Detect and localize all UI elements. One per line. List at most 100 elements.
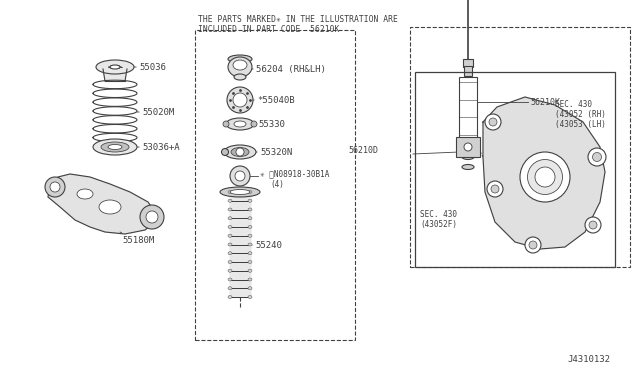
Text: 55330: 55330 <box>254 119 285 128</box>
Text: 56204 (RH&LH): 56204 (RH&LH) <box>252 64 326 74</box>
Ellipse shape <box>223 121 229 127</box>
Text: J4310132: J4310132 <box>567 355 610 364</box>
Bar <box>415 72 615 267</box>
Text: *55040B: *55040B <box>253 96 294 105</box>
Ellipse shape <box>233 60 247 70</box>
Ellipse shape <box>228 55 252 63</box>
Circle shape <box>235 171 245 181</box>
Ellipse shape <box>251 121 257 127</box>
Ellipse shape <box>228 199 232 202</box>
Ellipse shape <box>99 200 121 214</box>
Ellipse shape <box>248 243 252 246</box>
Text: 55180M: 55180M <box>120 232 154 244</box>
Ellipse shape <box>248 217 252 220</box>
Text: 55036: 55036 <box>134 62 166 71</box>
Ellipse shape <box>101 142 129 152</box>
Ellipse shape <box>228 57 252 77</box>
Circle shape <box>50 182 60 192</box>
Text: 53036+A: 53036+A <box>137 142 180 151</box>
Text: (43052 (RH): (43052 (RH) <box>555 110 606 119</box>
Ellipse shape <box>228 208 232 211</box>
Bar <box>463 59 473 67</box>
Ellipse shape <box>464 143 472 151</box>
Bar <box>459 77 477 157</box>
Ellipse shape <box>228 225 232 228</box>
Bar <box>456 137 480 157</box>
Circle shape <box>593 153 602 161</box>
Ellipse shape <box>248 225 252 228</box>
Circle shape <box>227 87 253 113</box>
Ellipse shape <box>228 252 232 255</box>
Ellipse shape <box>248 208 252 211</box>
Text: 55240: 55240 <box>252 241 282 250</box>
Circle shape <box>146 211 158 223</box>
Text: THE PARTS MARKED✳ IN THE ILLUSTRATION ARE: THE PARTS MARKED✳ IN THE ILLUSTRATION AR… <box>198 15 398 24</box>
Ellipse shape <box>96 60 134 74</box>
Ellipse shape <box>248 199 252 202</box>
Circle shape <box>236 148 244 156</box>
Text: 56210D: 56210D <box>348 145 378 154</box>
Ellipse shape <box>228 278 232 281</box>
Ellipse shape <box>527 160 563 195</box>
Text: 55320N: 55320N <box>256 148 292 157</box>
Ellipse shape <box>234 74 246 80</box>
Ellipse shape <box>228 260 232 263</box>
Ellipse shape <box>220 187 260 197</box>
Ellipse shape <box>535 167 555 187</box>
Text: 56210K: 56210K <box>530 97 560 106</box>
Ellipse shape <box>248 190 252 193</box>
Circle shape <box>491 185 499 193</box>
Ellipse shape <box>228 190 232 193</box>
Circle shape <box>140 205 164 229</box>
Ellipse shape <box>248 252 252 255</box>
Text: (43053 (LH): (43053 (LH) <box>555 120 606 129</box>
Ellipse shape <box>248 234 252 237</box>
Circle shape <box>485 114 501 130</box>
Ellipse shape <box>248 269 252 272</box>
Text: (43052F): (43052F) <box>420 220 457 229</box>
Text: INCLUDED IN PART CODE  56210K: INCLUDED IN PART CODE 56210K <box>198 25 339 34</box>
Ellipse shape <box>224 145 256 159</box>
Text: 55020M: 55020M <box>137 108 174 116</box>
Ellipse shape <box>248 260 252 263</box>
Bar <box>410 27 630 267</box>
Circle shape <box>525 237 541 253</box>
Circle shape <box>233 93 247 107</box>
Polygon shape <box>230 192 250 297</box>
Ellipse shape <box>231 148 249 157</box>
Ellipse shape <box>248 278 252 281</box>
Text: (4): (4) <box>270 180 284 189</box>
Ellipse shape <box>221 148 228 155</box>
Text: SEC. 430: SEC. 430 <box>555 100 592 109</box>
Circle shape <box>489 118 497 126</box>
Ellipse shape <box>226 118 254 130</box>
Ellipse shape <box>248 287 252 290</box>
Ellipse shape <box>228 269 232 272</box>
Ellipse shape <box>228 234 232 237</box>
Ellipse shape <box>234 121 246 127</box>
Ellipse shape <box>462 154 474 160</box>
Ellipse shape <box>110 65 120 69</box>
Ellipse shape <box>520 152 570 202</box>
Ellipse shape <box>228 295 232 298</box>
Circle shape <box>589 221 597 229</box>
Circle shape <box>588 148 606 166</box>
Ellipse shape <box>228 287 232 290</box>
Circle shape <box>487 181 503 197</box>
Circle shape <box>45 177 65 197</box>
Ellipse shape <box>462 164 474 170</box>
Ellipse shape <box>93 139 137 155</box>
Text: ✳ ⓃN08918-30B1A: ✳ ⓃN08918-30B1A <box>260 170 330 179</box>
Ellipse shape <box>77 189 93 199</box>
Bar <box>464 66 472 76</box>
Circle shape <box>529 241 537 249</box>
Circle shape <box>230 166 250 186</box>
Ellipse shape <box>228 243 232 246</box>
Polygon shape <box>48 174 155 234</box>
Ellipse shape <box>228 217 232 220</box>
Ellipse shape <box>230 189 250 195</box>
Ellipse shape <box>248 295 252 298</box>
Ellipse shape <box>108 144 122 150</box>
Circle shape <box>585 217 601 233</box>
Text: SEC. 430: SEC. 430 <box>420 210 457 219</box>
